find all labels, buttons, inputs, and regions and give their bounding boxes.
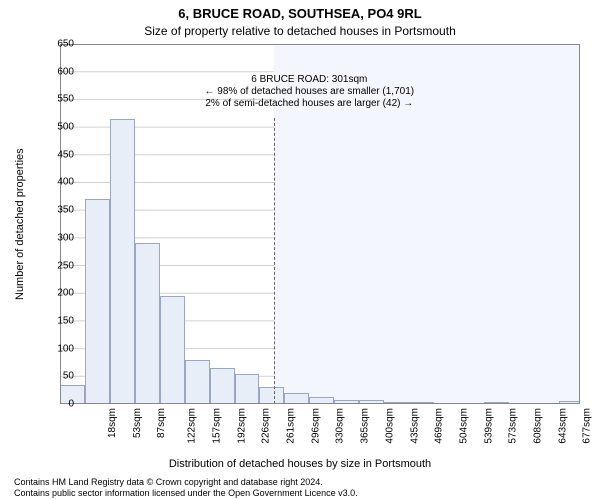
y-tick-label: 550 <box>34 94 74 105</box>
plot-area: 6 BRUCE ROAD: 301sqm ← 98% of detached h… <box>60 44 580 404</box>
x-tick-label: 608sqm <box>533 408 544 444</box>
y-tick-label: 600 <box>34 66 74 77</box>
chart-title-line1: 6, BRUCE ROAD, SOUTHSEA, PO4 9RL <box>0 6 600 21</box>
x-tick-label: 226sqm <box>261 408 272 444</box>
x-tick-label: 192sqm <box>236 408 247 444</box>
x-tick-label: 261sqm <box>285 408 296 444</box>
chart-container: 6, BRUCE ROAD, SOUTHSEA, PO4 9RL Size of… <box>0 0 600 500</box>
x-tick-label: 573sqm <box>508 408 519 444</box>
y-tick-label: 200 <box>34 288 74 299</box>
x-tick-label: 87sqm <box>156 408 167 438</box>
y-tick-label: 500 <box>34 122 74 133</box>
footer-line1: Contains HM Land Registry data © Crown c… <box>14 477 590 487</box>
x-tick-label: 122sqm <box>186 408 197 444</box>
x-tick-label: 677sqm <box>582 408 593 444</box>
plot-border <box>60 44 580 404</box>
x-tick-label: 435sqm <box>409 408 420 444</box>
chart-title-line2: Size of property relative to detached ho… <box>0 24 600 38</box>
x-tick-label: 296sqm <box>310 408 321 444</box>
x-tick-label: 469sqm <box>434 408 445 444</box>
y-tick-label: 100 <box>34 343 74 354</box>
x-tick-label: 18sqm <box>107 408 118 438</box>
x-tick-label: 643sqm <box>558 408 569 444</box>
y-tick-label: 50 <box>34 371 74 382</box>
y-tick-label: 400 <box>34 177 74 188</box>
x-tick-label: 157sqm <box>211 408 222 444</box>
x-tick-label: 504sqm <box>459 408 470 444</box>
y-tick-label: 650 <box>34 39 74 50</box>
y-tick-label: 450 <box>34 149 74 160</box>
y-tick-label: 250 <box>34 260 74 271</box>
x-tick-label: 53sqm <box>132 408 143 438</box>
x-tick-label: 400sqm <box>385 408 396 444</box>
x-tick-label: 539sqm <box>484 408 495 444</box>
y-tick-label: 0 <box>34 399 74 410</box>
x-tick-label: 365sqm <box>360 408 371 444</box>
x-axis-label: Distribution of detached houses by size … <box>0 458 600 470</box>
y-axis-label: Number of detached properties <box>14 148 26 300</box>
footer-text: Contains HM Land Registry data © Crown c… <box>14 477 590 498</box>
footer-line2: Contains public sector information licen… <box>14 488 590 498</box>
y-tick-label: 150 <box>34 315 74 326</box>
y-tick-label: 300 <box>34 232 74 243</box>
x-tick-label: 330sqm <box>335 408 346 444</box>
y-tick-label: 350 <box>34 205 74 216</box>
